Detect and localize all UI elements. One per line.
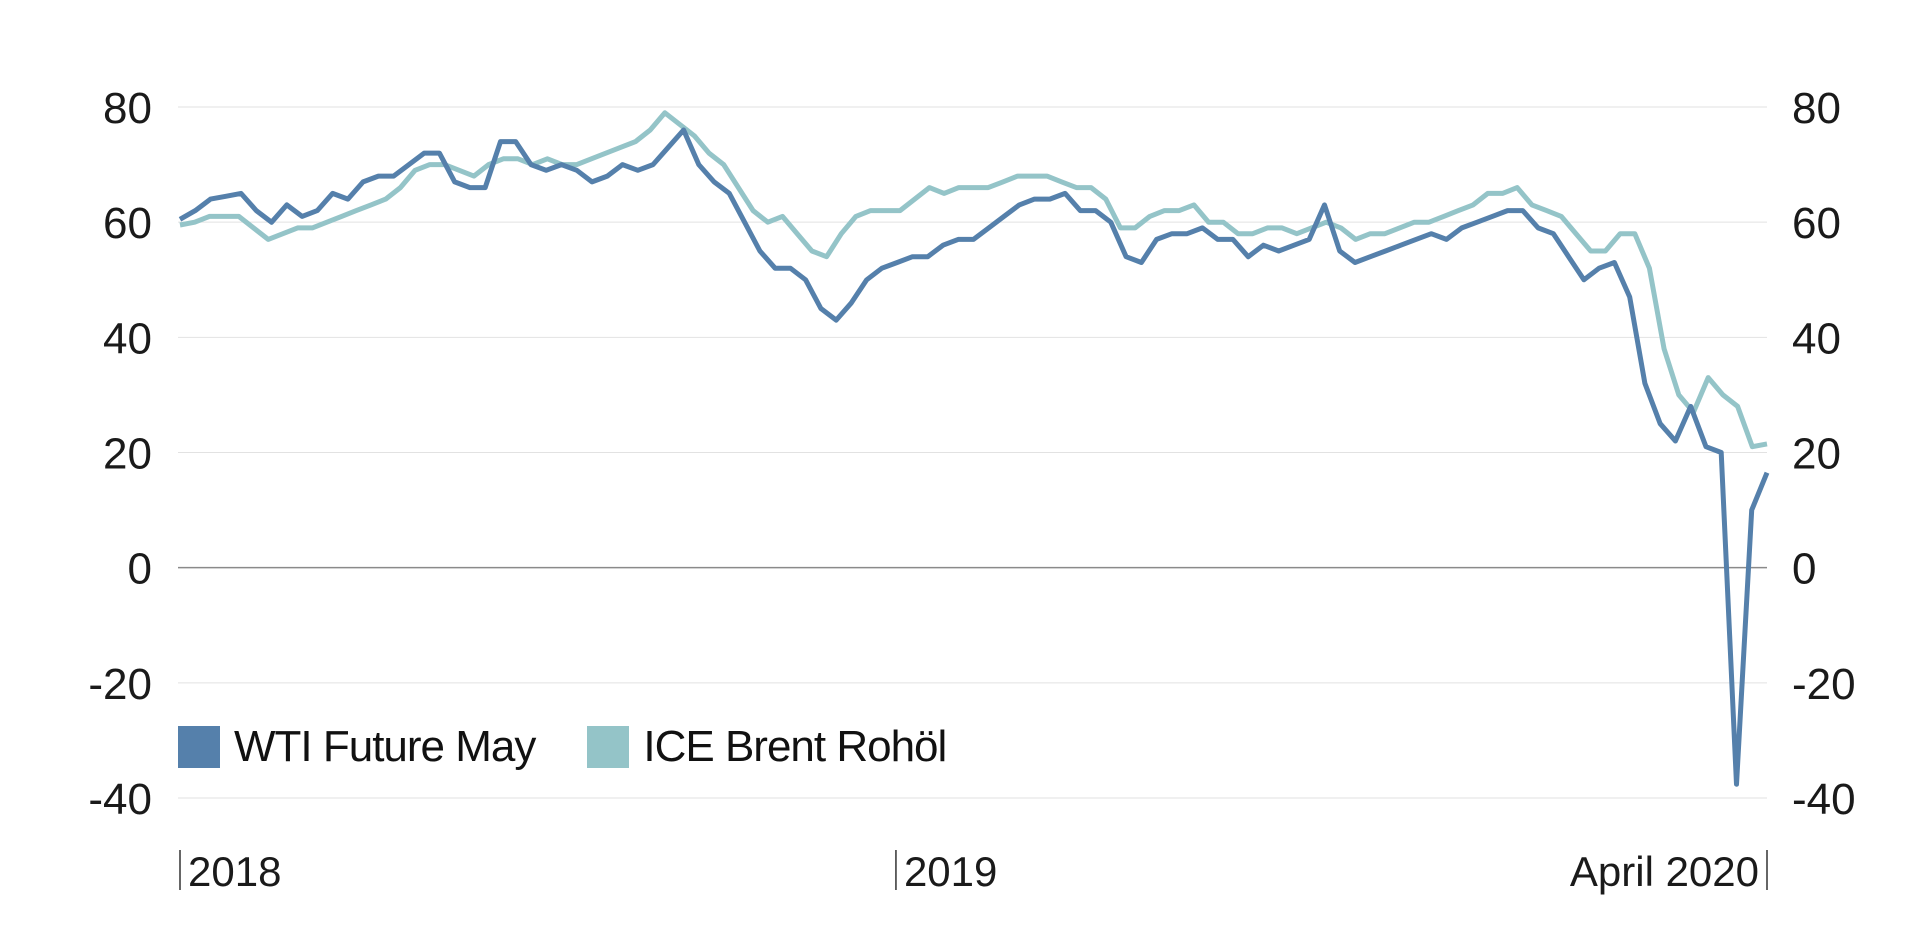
legend-label-brent: ICE Brent Rohöl (643, 722, 947, 771)
y-tick-label-left: 80 (103, 84, 152, 133)
y-tick-label-right: 60 (1792, 199, 1841, 248)
y-tick-label-left: 60 (103, 199, 152, 248)
y-tick-label-left: 40 (103, 314, 152, 363)
y-tick-label-right: 20 (1792, 430, 1841, 479)
series-line-brent (179, 110, 1768, 450)
series-line-wti (178, 127, 1770, 787)
legend: WTI Future May ICE Brent Rohöl (178, 722, 998, 772)
y-tick-label-right: -40 (1792, 775, 1856, 824)
x-tick-label: 2018 (188, 848, 281, 895)
y-tick-label-right: 80 (1792, 84, 1841, 133)
legend-swatch-brent (587, 726, 630, 768)
y-tick-label-right: -20 (1792, 660, 1856, 709)
x-tick-label: 2019 (904, 848, 997, 895)
y-tick-label-right: 40 (1792, 314, 1841, 363)
legend-label-wti: WTI Future May (234, 722, 536, 771)
y-tick-label-left: -40 (88, 775, 152, 824)
legend-item-wti: WTI Future May (178, 722, 536, 772)
y-tick-label-left: -20 (88, 660, 152, 709)
y-tick-label-right: 0 (1792, 545, 1816, 594)
x-tick-label: April 2020 (1570, 848, 1759, 895)
y-tick-label-left: 20 (103, 430, 152, 479)
y-tick-label-left: 0 (128, 545, 152, 594)
legend-item-brent: ICE Brent Rohöl (587, 722, 947, 772)
legend-swatch-wti (178, 726, 220, 768)
